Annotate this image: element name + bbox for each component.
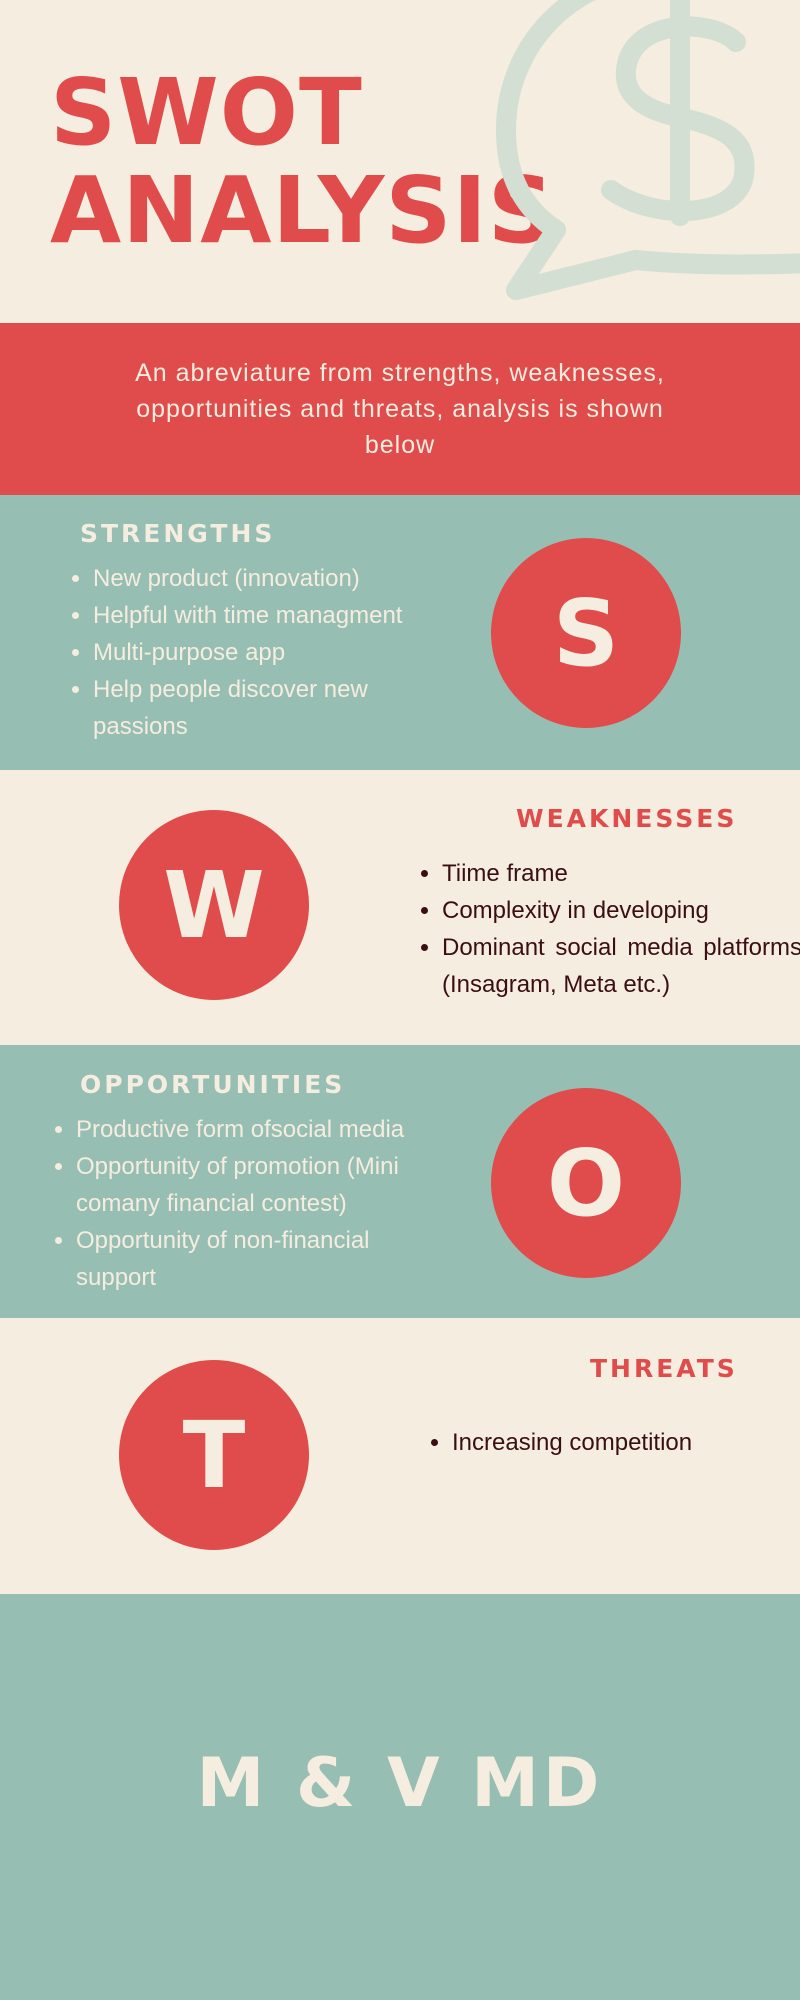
list-item: Opportunity of promotion (Mini comany fi…	[76, 1148, 446, 1222]
list-item: Tiime frame	[442, 855, 800, 892]
threats-section: T THREATS Increasing competition	[0, 1318, 800, 1594]
threats-heading: THREATS	[590, 1354, 738, 1383]
intro-text: An abreviature from strengths, weaknesse…	[135, 359, 665, 459]
header: SWOT ANALYSIS	[0, 0, 800, 323]
dollar-speech-bubble-icon	[496, 0, 800, 300]
weaknesses-section: W WEAKNESSES Tiime frame Complexity in d…	[0, 770, 800, 1045]
strengths-heading: STRENGTHS	[80, 519, 276, 548]
opportunities-letter-circle: O	[491, 1088, 681, 1278]
list-item: Productive form ofsocial media	[76, 1111, 446, 1148]
threats-list: Increasing competition	[432, 1424, 792, 1461]
weaknesses-list: Tiime frame Complexity in developing Dom…	[422, 855, 800, 1003]
list-item: Dominant social media platforms (Insagra…	[442, 929, 800, 1003]
list-item: Multi-purpose app	[93, 634, 453, 671]
opportunities-list: Productive form ofsocial media Opportuni…	[56, 1111, 446, 1296]
opportunities-section: OPPORTUNITIES Productive form ofsocial m…	[0, 1045, 800, 1318]
list-item: New product (innovation)	[93, 560, 453, 597]
footer: M & V MD	[0, 1594, 800, 2000]
title-line-2: ANALYSIS	[50, 157, 556, 264]
list-item: Complexity in developing	[442, 892, 800, 929]
list-item: Helpful with time managment	[93, 597, 453, 634]
strengths-section: STRENGTHS New product (innovation) Helpf…	[0, 495, 800, 770]
footer-credit: M & V MD	[196, 1744, 604, 1823]
list-item: Opportunity of non-financial support	[76, 1222, 446, 1296]
opportunities-heading: OPPORTUNITIES	[80, 1070, 346, 1099]
strengths-list: New product (innovation) Helpful with ti…	[73, 560, 453, 745]
list-item: Increasing competition	[452, 1424, 792, 1461]
weaknesses-heading: WEAKNESSES	[516, 804, 738, 833]
strengths-letter-circle: S	[491, 538, 681, 728]
intro-banner: An abreviature from strengths, weaknesse…	[0, 323, 800, 495]
weaknesses-letter-circle: W	[119, 810, 309, 1000]
threats-letter-circle: T	[119, 1360, 309, 1550]
title-line-1: SWOT	[50, 59, 363, 166]
page-title: SWOT ANALYSIS	[50, 64, 555, 260]
list-item: Help people discover new passions	[93, 671, 453, 745]
